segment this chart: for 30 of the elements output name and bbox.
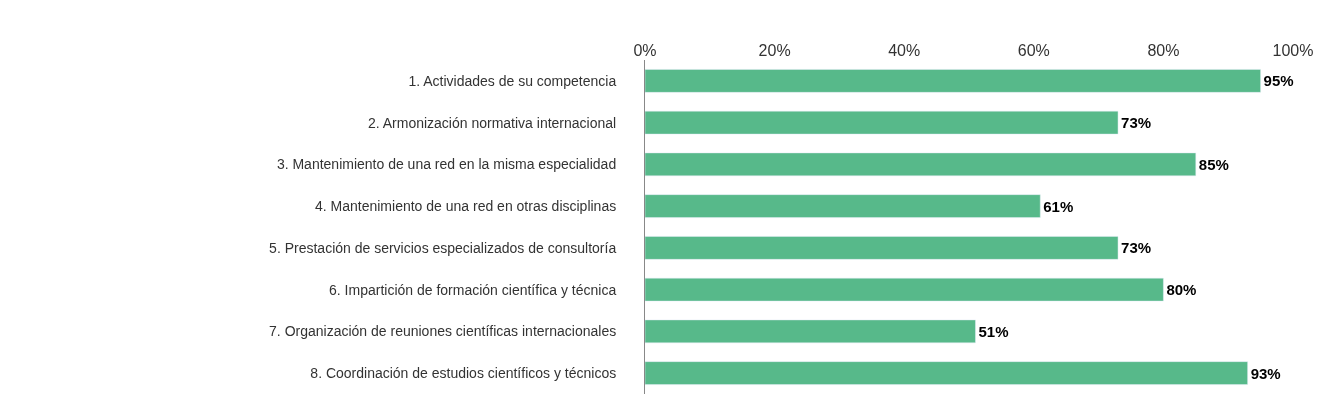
y-tick-label: 1. Actividades de su competencia: [408, 72, 617, 89]
bar: [645, 277, 1164, 302]
data-label: 95%: [1263, 72, 1294, 90]
x-tick-label: 0%: [633, 41, 657, 59]
data-label: 51%: [978, 322, 1009, 340]
data-label: 73%: [1121, 114, 1152, 132]
bar: [645, 110, 1119, 135]
data-label: 80%: [1166, 281, 1197, 299]
data-label: 73%: [1121, 239, 1152, 257]
data-label: 93%: [1250, 364, 1281, 382]
bar: [645, 69, 1261, 93]
data-label: 85%: [1198, 155, 1229, 173]
x-tick-label: 100%: [1272, 41, 1314, 59]
y-tick-label: 3. Mantenimiento de una red en la misma especialidad: [276, 156, 617, 173]
bar: [645, 194, 1041, 218]
x-tick-label: 80%: [1147, 41, 1180, 59]
bar: [645, 319, 976, 344]
bar: [645, 152, 1197, 177]
y-tick-label: 4. Mantenimiento de una red en otras disciplinas: [315, 198, 617, 215]
x-tick-label: 40%: [888, 41, 921, 59]
bar: [645, 361, 1248, 385]
y-tick-label: 5. Prestación de servicios especializados de consultoría: [269, 239, 617, 256]
x-tick-label: 60%: [1017, 41, 1050, 59]
x-tick-label: 20%: [758, 41, 791, 59]
y-tick-label: 2. Armonización normativa internacional: [367, 114, 617, 131]
data-label: 61%: [1043, 197, 1074, 215]
y-tick-label: 6. Impartición de formación científica y técnica: [329, 281, 617, 298]
y-tick-label: 8. Coordinación de estudios científicos y técnicos: [310, 365, 617, 382]
y-tick-label: 7. Organización de reuniones científicas internacionales: [269, 323, 617, 340]
bar: [645, 236, 1119, 260]
